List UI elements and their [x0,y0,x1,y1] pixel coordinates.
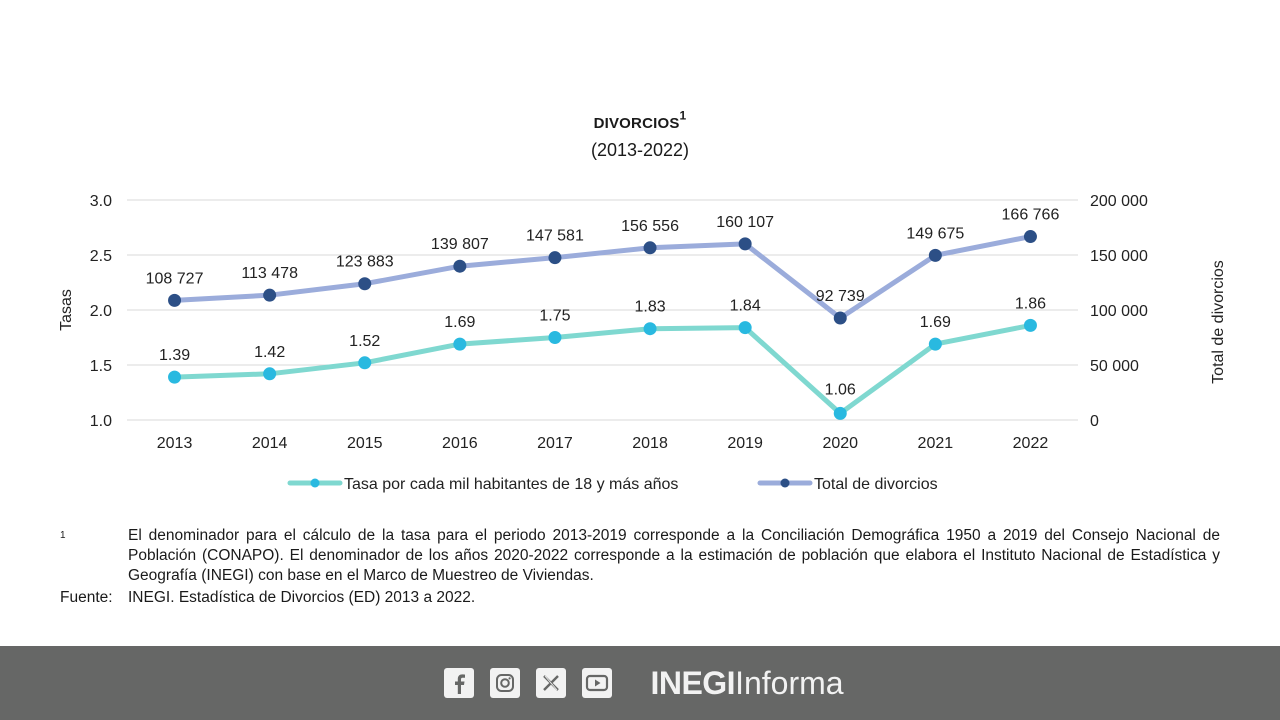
x-tick-label: 2016 [442,435,478,452]
series-1-point [548,331,562,344]
footnote: 1 El denominador para el cálculo de la t… [60,526,1220,608]
x-tick-label: 2017 [537,435,573,452]
brand-bold: INEGI [650,664,736,701]
series-1-data-label: 1.84 [730,298,761,315]
series-1-point [738,321,752,335]
y-left-tick-label: 3.0 [90,193,112,210]
y-left-tick-label: 2.0 [90,303,112,320]
x-tick-label: 2015 [347,435,383,452]
series-2-data-label: 108 727 [146,270,204,287]
series-1-point [928,337,942,351]
x-tick-label: 2014 [252,435,288,452]
series-2-point [643,241,657,255]
series-1-data-label: 1.69 [920,314,951,331]
series-1-point [833,406,847,420]
footnote-key: 1 [60,526,128,586]
legend-marker-2 [780,478,790,488]
y-right-tick-label: 0 [1090,413,1099,430]
series-2-point [548,251,562,265]
series-2-point [453,259,467,273]
series-2-point [263,288,277,302]
title-footnote-mark: 1 [679,108,687,123]
series-1-data-label: 1.06 [825,381,856,398]
series-2-data-label: 166 766 [1002,207,1060,224]
series-2-data-label: 113 478 [241,265,298,282]
series-2-data-label: 160 107 [716,214,774,231]
legend-label-1: Tasa por cada mil habitantes de 18 y más… [344,476,678,493]
instagram-icon[interactable] [490,668,521,698]
x-tick-label: 2021 [918,435,954,452]
series-1-data-label: 1.52 [349,333,380,350]
y-left-axis-label: Tasas [58,289,75,331]
x-tick-label: 2019 [727,435,763,452]
series-line-1 [172,322,1033,416]
series-1-point [643,322,657,336]
chart-subtitle: (2013-2022) [590,140,690,160]
youtube-icon[interactable] [582,668,613,698]
facebook-icon[interactable] [444,668,475,698]
footnote-text: El denominador para el cálculo de la tas… [128,527,1220,584]
series-2-data-label: 147 581 [526,228,584,245]
series-1-point [358,356,372,370]
x-tick-label: 2020 [822,435,858,452]
chart-title-text: Divorcios [593,115,680,132]
series-1-data-label: 1.86 [1015,295,1046,312]
y-right-tick-label: 50 000 [1090,358,1139,375]
series-1-point [168,370,182,384]
brand-light: Informa [735,664,844,701]
x-tick-label: 2022 [1013,435,1049,452]
series-2-data-label: 149 675 [906,225,964,242]
series-1-data-label: 1.83 [634,299,665,316]
series-2-point [168,293,182,307]
y-left-tick-label: 1.0 [90,413,112,430]
series-2-point [738,237,752,251]
series-1-data-label: 1.75 [539,308,570,325]
series-1-data-label: 1.39 [159,347,190,364]
series-2-point [1023,230,1037,244]
y-right-axis-label: Total de divorcios [1210,260,1227,384]
series-1-point [453,337,467,351]
chart: 1.0 1.5 2.0 2.5 3.0 0 50 000 100 000 150 000 200 … [58,193,1227,493]
series-2-data-label: 156 556 [621,218,679,235]
footer-bar: INEGI Informa [0,646,1280,720]
legend-marker-1 [310,478,320,488]
x-icon[interactable] [536,668,567,698]
y-left-tick-label: 1.5 [90,358,112,375]
series-1-data-label: 1.69 [444,314,475,331]
series-2-data-label: 123 883 [336,254,394,271]
chart-title: Divorcios1 [0,108,1280,134]
footnote-mark: 1 [60,530,66,541]
y-right-tick-label: 100 000 [1090,303,1148,320]
x-tick-label: 2013 [157,435,193,452]
legend-label-2: Total de divorcios [814,476,938,493]
series-2-data-label: 139 807 [431,236,489,253]
series-1-point [263,367,277,381]
series-2-data-label: 92 739 [816,288,865,305]
series-2-point [358,277,372,291]
y-right-tick-label: 150 000 [1090,248,1148,265]
series-line-2 [172,234,1033,321]
source-key: Fuente: [60,589,113,606]
inegi-informa-logo: INEGI Informa [650,665,843,702]
series-2-point [928,248,942,262]
series-1-point [1023,318,1037,332]
y-right-tick-label: 200 000 [1090,193,1148,210]
y-left-tick-label: 2.5 [90,248,112,265]
x-tick-label: 2018 [632,435,668,452]
series-2-point [833,311,847,325]
series-1-data-label: 1.42 [254,344,285,361]
source-text: INEGI. Estadística de Divorcios (ED) 201… [128,589,476,606]
